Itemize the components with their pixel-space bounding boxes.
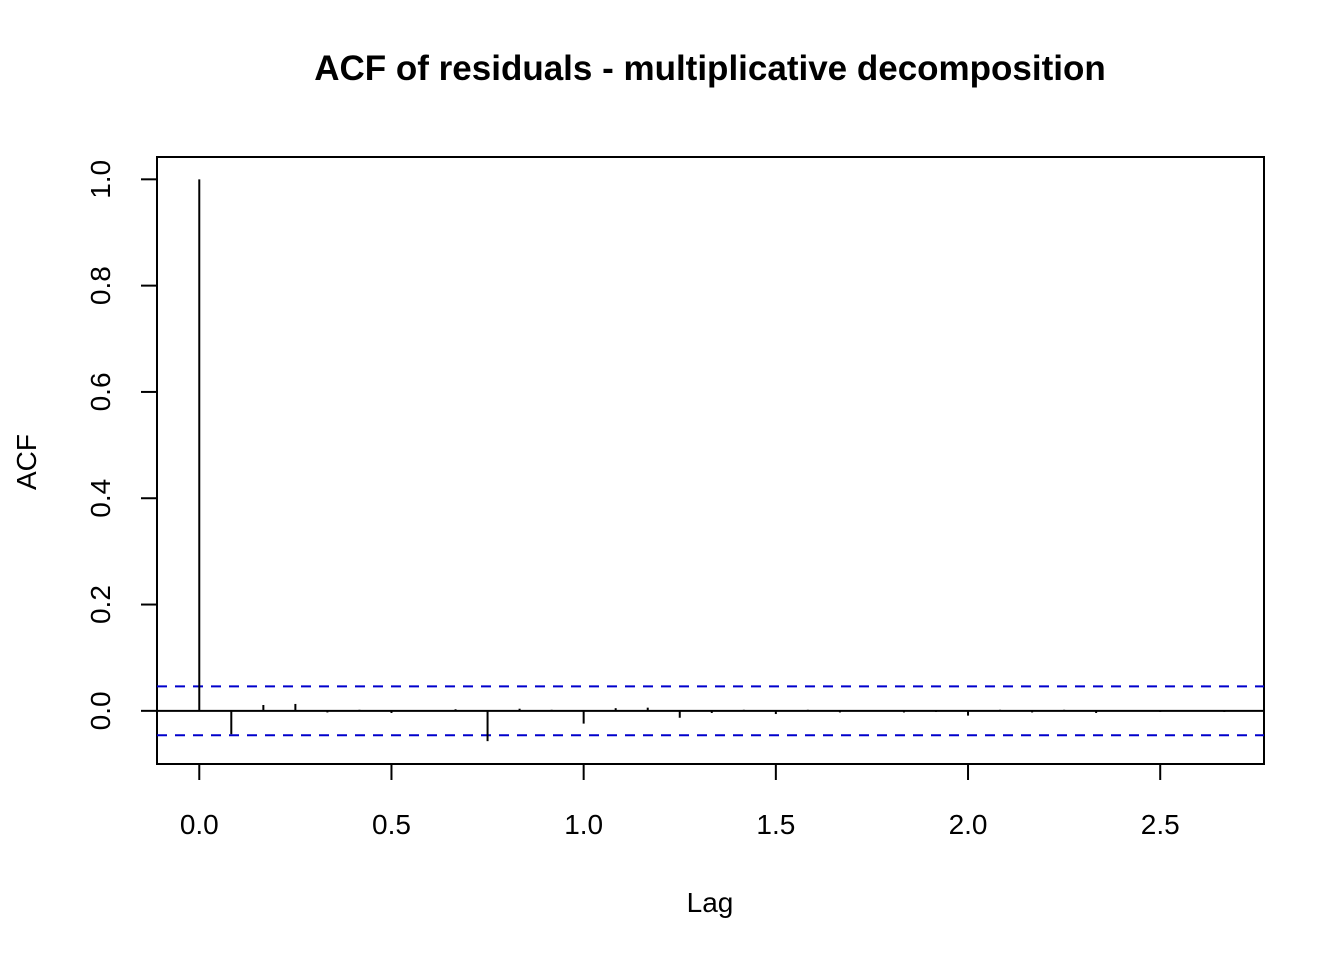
y-tick-label: 0.8 — [85, 266, 116, 305]
y-axis-label: ACF — [11, 434, 42, 490]
x-tick-label: 0.0 — [180, 809, 219, 840]
acf-spikes — [198, 179, 1226, 742]
x-tick-label: 2.0 — [949, 809, 988, 840]
x-tick-label: 1.0 — [564, 809, 603, 840]
y-tick-label: 0.2 — [85, 585, 116, 624]
confidence-bounds — [157, 685, 1264, 737]
x-tick-label: 1.5 — [756, 809, 795, 840]
y-axis: 0.0 0.2 0.4 0.6 0.8 1.0 — [85, 160, 158, 730]
y-tick-label: 1.0 — [85, 160, 116, 199]
chart-title: ACF of residuals - multiplicative decomp… — [314, 49, 1106, 88]
plot-frame — [156, 156, 1265, 765]
x-axis-label: Lag — [687, 887, 734, 918]
x-axis: 0.0 0.5 1.0 1.5 2.0 2.5 — [180, 763, 1180, 840]
y-tick-label: 0.4 — [85, 479, 116, 518]
y-tick-label: 0.0 — [85, 691, 116, 730]
x-tick-label: 2.5 — [1141, 809, 1180, 840]
x-tick-label: 0.5 — [372, 809, 411, 840]
y-tick-label: 0.6 — [85, 372, 116, 411]
